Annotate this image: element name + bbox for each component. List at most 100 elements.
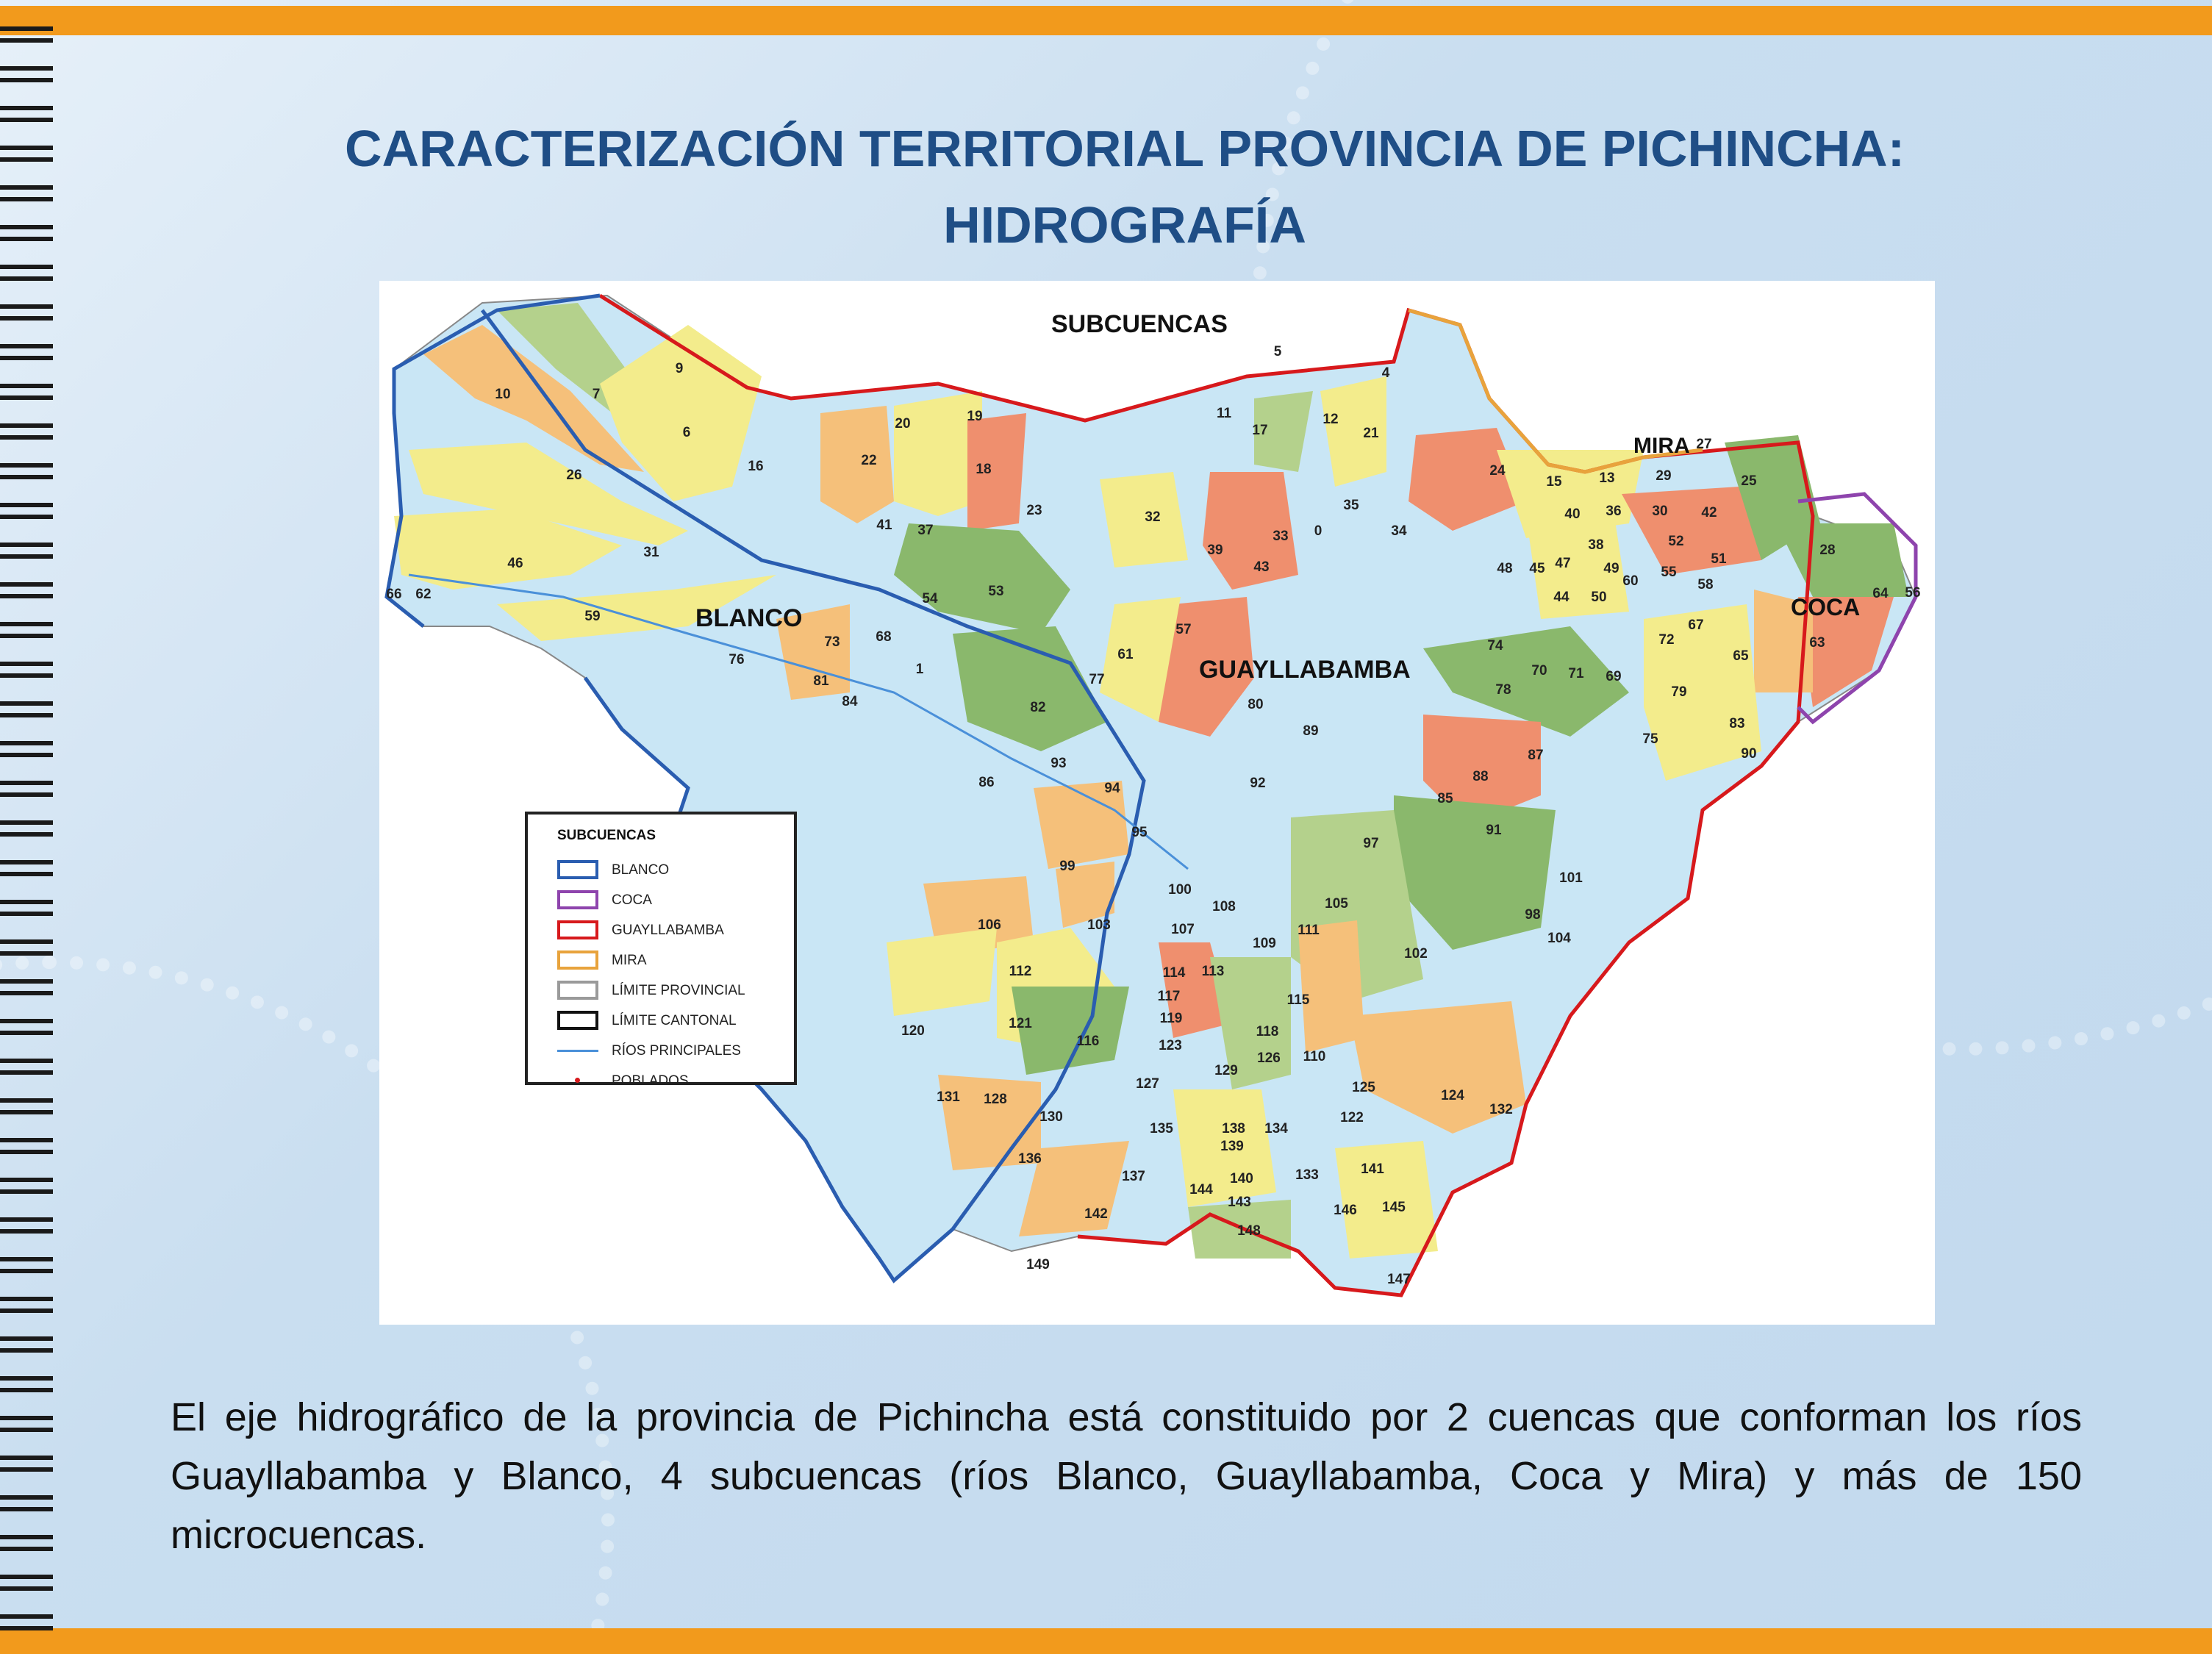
- microcuenca-number: 114: [1163, 965, 1186, 981]
- microcuenca-number: 65: [1733, 648, 1749, 664]
- microcuenca-number: 89: [1303, 723, 1318, 739]
- microcuenca-number: 60: [1622, 573, 1638, 589]
- microcuenca-number: 123: [1159, 1038, 1182, 1053]
- microcuenca-patch: [1254, 391, 1313, 472]
- microcuenca-number: 95: [1131, 825, 1148, 840]
- microcuenca-number: 129: [1214, 1063, 1238, 1078]
- microcuenca-number: 81: [813, 673, 829, 689]
- top-accent-bar: [0, 6, 2212, 35]
- microcuenca-number: 55: [1661, 565, 1677, 580]
- microcuenca-number: 90: [1741, 746, 1756, 762]
- microcuenca-number: 148: [1237, 1223, 1261, 1239]
- microcuenca-number: 42: [1701, 505, 1717, 520]
- microcuenca-number: 54: [922, 591, 938, 606]
- microcuenca-number: 136: [1018, 1151, 1042, 1167]
- microcuenca-number: 84: [842, 694, 858, 709]
- legend-label: RÍOS PRINCIPALES: [612, 1043, 741, 1059]
- microcuenca-number: 128: [984, 1092, 1007, 1107]
- microcuenca-number: 86: [978, 775, 994, 790]
- microcuenca-number: 126: [1257, 1050, 1281, 1066]
- microcuenca-number: 41: [876, 518, 892, 533]
- microcuenca-number: 33: [1273, 529, 1288, 544]
- microcuenca-patch: [1056, 862, 1114, 928]
- microcuenca-number: 17: [1252, 423, 1267, 438]
- microcuenca-number: 35: [1343, 498, 1359, 513]
- microcuenca-number: 50: [1591, 590, 1606, 605]
- microcuenca-number: 67: [1688, 617, 1703, 633]
- microcuenca-number: 73: [824, 634, 840, 650]
- microcuenca-number: 112: [1009, 964, 1032, 979]
- microcuenca-patch: [1203, 472, 1298, 590]
- microcuenca-number: 119: [1160, 1011, 1183, 1026]
- microcuenca-number: 64: [1872, 586, 1889, 601]
- microcuenca-patch: [953, 626, 1107, 751]
- legend-label: LÍMITE PROVINCIAL: [612, 983, 745, 998]
- legend-label: COCA: [612, 892, 652, 908]
- legend-item: LÍMITE CANTONAL: [557, 1008, 792, 1037]
- microcuenca-number: 133: [1295, 1167, 1319, 1183]
- microcuenca-patch: [1210, 957, 1291, 1089]
- microcuenca-number: 30: [1652, 504, 1667, 519]
- region-label-mira: MIRA: [1633, 434, 1690, 458]
- microcuenca-number: 91: [1486, 823, 1502, 838]
- microcuenca-number: 76: [729, 652, 744, 667]
- microcuenca-patch: [887, 928, 997, 1016]
- microcuenca-number: 99: [1059, 859, 1075, 874]
- microcuenca-number: 115: [1287, 992, 1310, 1008]
- microcuenca-patch: [1100, 597, 1181, 722]
- microcuenca-number: 23: [1026, 503, 1042, 518]
- description-paragraph: El eje hidrográfico de la provincia de P…: [171, 1395, 2082, 1557]
- microcuenca-number: 59: [584, 609, 600, 624]
- microcuenca-number: 134: [1264, 1121, 1288, 1136]
- microcuenca-number: 34: [1391, 523, 1407, 539]
- microcuenca-number: 61: [1117, 647, 1134, 662]
- legend-label: GUAYLLABAMBA: [612, 923, 724, 938]
- microcuenca-number: 45: [1529, 561, 1545, 576]
- microcuenca-number: 57: [1175, 622, 1191, 637]
- microcuenca-number: 106: [978, 917, 1001, 933]
- microcuenca-patch: [1526, 516, 1629, 619]
- legend-item: RÍOS PRINCIPALES: [557, 1038, 792, 1067]
- microcuenca-patch: [1298, 920, 1364, 1053]
- microcuenca-number: 56: [1905, 585, 1920, 601]
- legend-item: LÍMITE PROVINCIAL: [557, 978, 792, 1007]
- microcuenca-number: 49: [1603, 561, 1619, 576]
- legend-line-symbol: [557, 1050, 598, 1052]
- microcuenca-number: 143: [1228, 1195, 1251, 1210]
- microcuenca-number: 58: [1697, 577, 1713, 592]
- microcuenca-number: 109: [1253, 936, 1276, 951]
- microcuenca-number: 92: [1250, 776, 1265, 791]
- microcuenca-number: 127: [1136, 1076, 1159, 1092]
- microcuenca-patch: [1320, 376, 1386, 487]
- microcuenca-patch: [776, 604, 850, 700]
- microcuenca-number: 94: [1104, 781, 1120, 796]
- microcuenca-number: 6: [683, 425, 691, 440]
- microcuenca-patch: [1350, 1001, 1526, 1134]
- microcuenca-number: 15: [1546, 474, 1562, 490]
- microcuenca-patch: [423, 325, 644, 472]
- legend-swatch: [557, 920, 598, 939]
- microcuenca-number: 124: [1441, 1088, 1464, 1103]
- microcuenca-number: 12: [1322, 412, 1338, 427]
- microcuenca-number: 68: [876, 629, 891, 645]
- microcuenca-number: 113: [1202, 964, 1225, 979]
- microcuenca-number: 25: [1741, 473, 1757, 489]
- map-heading: SUBCUENCAS: [1051, 310, 1228, 338]
- microcuenca-number: 38: [1588, 537, 1603, 553]
- legend-label: LÍMITE CANTONAL: [612, 1013, 737, 1028]
- legend-swatch: [557, 860, 598, 879]
- microcuenca-number: 138: [1222, 1121, 1245, 1136]
- microcuenca-patch: [1034, 781, 1129, 869]
- microcuenca-number: 16: [748, 459, 763, 474]
- microcuenca-number: 5: [1274, 344, 1282, 359]
- microcuenca-number: 19: [967, 409, 982, 424]
- region-label-coca: COCA: [1791, 594, 1861, 620]
- microcuenca-number: 116: [1077, 1034, 1100, 1049]
- microcuenca-number: 142: [1084, 1206, 1108, 1222]
- microcuenca-number: 48: [1497, 561, 1512, 576]
- microcuenca-number: 29: [1656, 468, 1671, 484]
- microcuenca-patch: [1100, 472, 1188, 568]
- microcuenca-patch: [1622, 487, 1761, 575]
- microcuenca-number: 149: [1026, 1257, 1050, 1272]
